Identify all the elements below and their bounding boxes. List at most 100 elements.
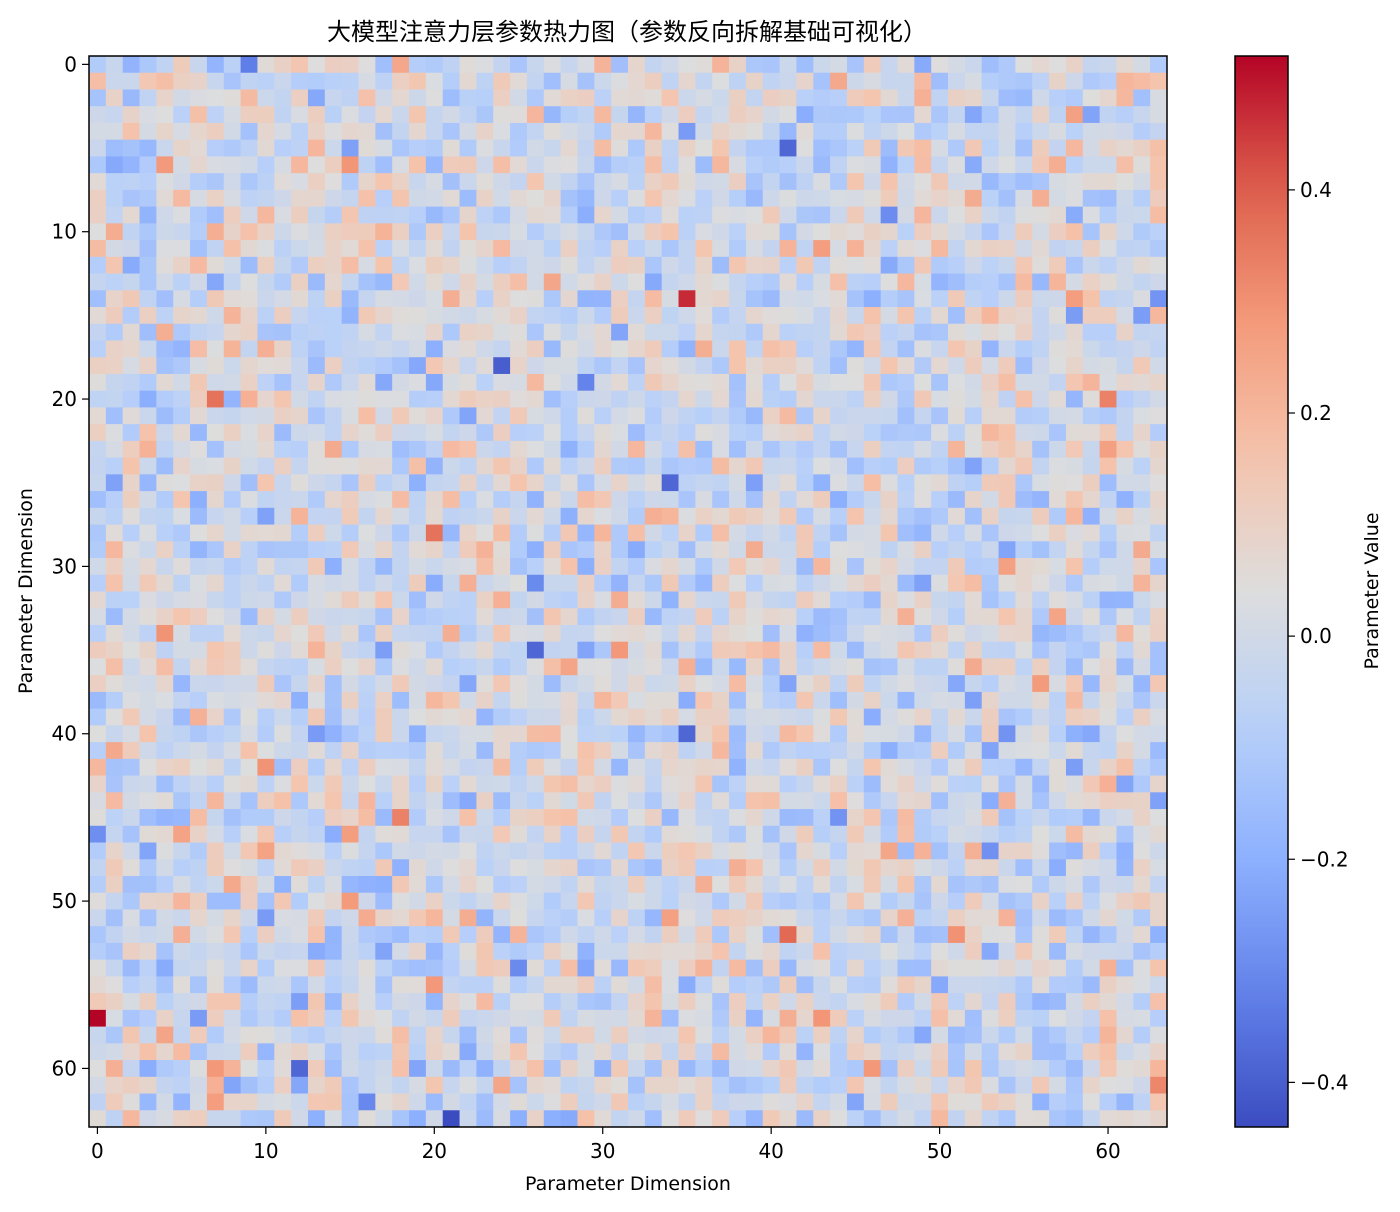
heatmap-cell [712, 1026, 730, 1044]
heatmap-cell [341, 524, 359, 542]
heatmap-cell [846, 240, 865, 258]
heatmap-cell [931, 691, 949, 710]
heatmap-cell [375, 558, 393, 576]
heatmap-cell [206, 775, 225, 793]
heatmap-cell [223, 256, 241, 274]
heatmap-cell [358, 942, 376, 961]
heatmap-cell [560, 608, 578, 626]
heatmap-cell [577, 1026, 595, 1044]
heatmap-cell [796, 106, 814, 124]
heatmap-cell [459, 1110, 477, 1128]
heatmap-cell [392, 574, 410, 592]
heatmap-cell [998, 809, 1016, 827]
heatmap-cell [1015, 641, 1033, 659]
heatmap-cell [1150, 691, 1168, 710]
heatmap-cell [661, 240, 679, 258]
heatmap-cell [712, 273, 730, 291]
heatmap-cell [1065, 173, 1084, 191]
heatmap-cell [880, 691, 898, 710]
heatmap-cell [931, 89, 949, 107]
heatmap-cell [1150, 223, 1168, 241]
heatmap-cell [240, 223, 258, 241]
heatmap-cell [392, 1026, 410, 1044]
heatmap-cell [644, 240, 663, 258]
heatmap-cell [307, 993, 326, 1011]
heatmap-cell [409, 926, 427, 944]
heatmap-cell [190, 976, 208, 994]
heatmap-cell [257, 440, 275, 459]
heatmap-cell [998, 340, 1016, 358]
heatmap-cell [981, 1076, 999, 1094]
heatmap-cell [442, 942, 460, 961]
heatmap-cell [914, 725, 932, 743]
heatmap-cell [173, 340, 191, 358]
heatmap-cell [628, 340, 646, 358]
heatmap-cell [425, 574, 444, 592]
heatmap-cell [392, 507, 410, 525]
heatmap-cell [257, 240, 275, 258]
heatmap-cell [1133, 558, 1151, 576]
heatmap-cell [476, 524, 494, 542]
heatmap-cell [1032, 675, 1050, 693]
heatmap-cell [206, 106, 225, 124]
heatmap-cell [1032, 273, 1050, 291]
heatmap-cell [628, 56, 646, 74]
heatmap-cell [846, 491, 865, 509]
heatmap-cell [880, 340, 898, 358]
heatmap-cell [122, 675, 140, 693]
heatmap-cell [729, 390, 747, 408]
heatmap-cell [897, 1009, 915, 1027]
heatmap-cell [779, 608, 797, 626]
heatmap-cell [190, 1093, 208, 1111]
heatmap-cell [998, 240, 1016, 258]
heatmap-cell [1150, 859, 1168, 877]
heatmap-cell [1150, 273, 1168, 291]
heatmap-cell [493, 72, 511, 90]
heatmap-cell [291, 340, 309, 358]
heatmap-cell [291, 89, 309, 107]
heatmap-cell [240, 892, 258, 910]
heatmap-cell [324, 323, 343, 341]
heatmap-cell [628, 290, 646, 308]
heatmap-cell [459, 440, 477, 459]
heatmap-cell [190, 156, 208, 174]
heatmap-cell [779, 491, 797, 509]
heatmap-cell [981, 139, 999, 157]
heatmap-cell [291, 507, 309, 525]
heatmap-cell [1015, 373, 1033, 392]
heatmap-cell [190, 1076, 208, 1094]
heatmap-cell [830, 474, 848, 492]
heatmap-cell [948, 675, 966, 693]
heatmap-cell [745, 307, 764, 325]
heatmap-cell [139, 106, 157, 124]
heatmap-cell [964, 424, 983, 442]
heatmap-cell [291, 1026, 309, 1044]
heatmap-cell [745, 892, 764, 910]
heatmap-cell [846, 993, 865, 1011]
heatmap-cell [830, 1060, 848, 1078]
heatmap-cell [341, 139, 359, 157]
heatmap-cell [341, 457, 359, 475]
heatmap-cell [240, 323, 258, 341]
heatmap-cell [1065, 206, 1084, 224]
heatmap-cell [644, 558, 663, 576]
heatmap-cell [392, 457, 410, 475]
heatmap-cell [1049, 457, 1067, 475]
heatmap-cell [105, 775, 124, 793]
heatmap-cell [240, 357, 258, 375]
heatmap-cell [307, 792, 326, 810]
heatmap-cell [105, 976, 124, 994]
heatmap-cell [931, 976, 949, 994]
heatmap-cell [307, 206, 326, 224]
heatmap-cell [156, 1043, 174, 1061]
heatmap-cell [762, 56, 780, 74]
heatmap-cell [1082, 725, 1101, 743]
heatmap-cell [442, 223, 460, 241]
heatmap-cell [998, 390, 1016, 408]
heatmap-cell [139, 1009, 157, 1027]
heatmap-cell [998, 139, 1016, 157]
heatmap-cell [425, 357, 444, 375]
heatmap-cell [1015, 89, 1033, 107]
heatmap-cell [341, 875, 359, 894]
heatmap-cell [644, 691, 663, 710]
